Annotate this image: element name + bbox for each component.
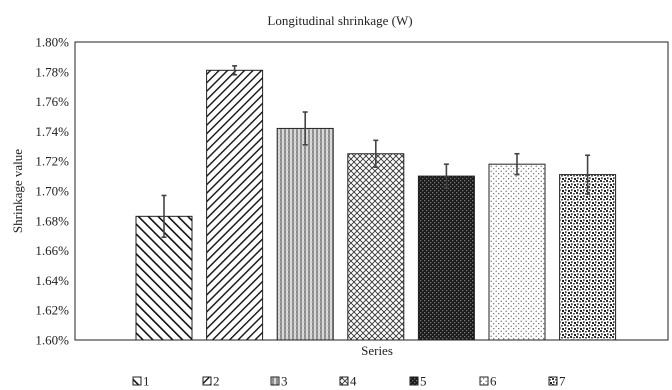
y-tick-label: 1.78%: [35, 64, 69, 79]
legend-label: 7: [559, 374, 566, 389]
bar-series-3: [276, 127, 334, 341]
legend-item-5: 5: [409, 374, 427, 389]
legend-item-2: 2: [202, 374, 220, 389]
error-bar-3: [302, 111, 308, 146]
bar-series-4: [347, 153, 405, 341]
legend-swatch: [548, 376, 558, 386]
y-axis-ticks: 1.60% 1.62% 1.64% 1.66% 1.68% 1.70% 1.72% 1.74%…: [35, 35, 69, 348]
error-bar-5: [443, 163, 449, 189]
legend-swatch: [270, 376, 280, 386]
bar-series-2: [206, 69, 264, 341]
error-bar-6: [514, 152, 520, 176]
legend-item-1: 1: [132, 374, 150, 389]
y-tick-label: 1.64%: [35, 273, 69, 288]
y-axis-label: Shrinkage value: [10, 149, 25, 233]
bar-series-7: [559, 174, 617, 341]
y-tick-label: 1.60%: [35, 333, 69, 348]
y-tick-label: 1.62%: [35, 303, 69, 318]
bar-series-6: [488, 163, 546, 341]
error-bar-4: [373, 139, 379, 168]
legend-swatch: [202, 376, 212, 386]
y-tick-label: 1.76%: [35, 94, 69, 109]
legend-item-3: 3: [270, 374, 288, 389]
legend-swatch: [479, 376, 489, 386]
legend: 1 2 3 4 5 6 7: [132, 374, 566, 389]
legend-label: 2: [213, 374, 220, 389]
y-tick-label: 1.72%: [35, 154, 69, 169]
error-bar-7: [585, 154, 591, 195]
legend-item-7: 7: [548, 374, 566, 389]
x-axis-label: Series: [361, 343, 393, 358]
y-tick-label: 1.74%: [35, 124, 69, 139]
y-tick-label: 1.80%: [35, 35, 69, 50]
legend-swatch: [339, 376, 349, 386]
legend-label: 1: [143, 374, 150, 389]
legend-label: 3: [281, 374, 288, 389]
legend-label: 4: [350, 374, 357, 389]
y-tick-label: 1.66%: [35, 243, 69, 258]
y-tick-label: 1.68%: [35, 213, 69, 228]
y-tick-label: 1.70%: [35, 184, 69, 199]
legend-item-6: 6: [479, 374, 497, 389]
legend-swatch: [409, 376, 419, 386]
legend-swatch: [132, 376, 142, 386]
bars: [135, 69, 617, 341]
error-bar-1: [161, 194, 167, 238]
error-bar-2: [232, 65, 238, 76]
error-bars: [161, 65, 591, 238]
bar-series-5: [417, 175, 475, 341]
legend-label: 5: [420, 374, 427, 389]
legend-item-4: 4: [339, 374, 357, 389]
chart-title: Longitudinal shrinkage (W): [267, 13, 412, 28]
legend-label: 6: [490, 374, 497, 389]
